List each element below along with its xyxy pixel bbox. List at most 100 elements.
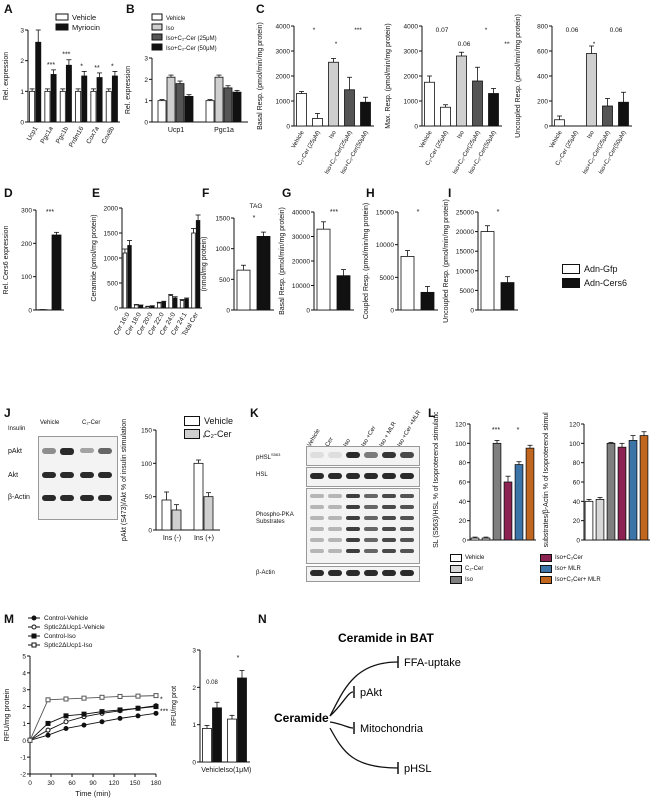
chart-g: 0 10000 20000 30000 40000 Basal Resp. (pmol/m… bbox=[279, 207, 354, 315]
chart-i: 0 5000 10000 15000 20000 25000 Uncoupled Resp.… bbox=[443, 199, 518, 323]
y-axis-label: Ceramide (pmol/mg protein) bbox=[91, 214, 98, 301]
data-point bbox=[45, 732, 51, 738]
blot-j-insulin: Insulin bbox=[8, 426, 26, 432]
x-tick-label: Iso bbox=[329, 129, 339, 140]
legend-vehicle-swatch bbox=[55, 13, 69, 21]
bar bbox=[122, 252, 128, 309]
chart-c-max: 0 1000 2000 3000 4000 Max. Resp. (pmol/min/mg… bbox=[385, 23, 510, 175]
data-point bbox=[63, 696, 69, 702]
x-axis-label: Time (min) bbox=[75, 789, 111, 798]
x-tick-label: 60 bbox=[68, 780, 76, 787]
bar bbox=[134, 304, 139, 309]
panel-label-g: G bbox=[282, 186, 292, 200]
data-point bbox=[99, 719, 105, 725]
blot-k: pHSLS563 HSL Phospho-PKA Substrates β-Act… bbox=[256, 410, 426, 592]
blot-k-band bbox=[328, 538, 342, 542]
y-tick-label: 0 bbox=[470, 308, 474, 315]
blot-k-band bbox=[310, 549, 324, 553]
blot-k-pka: Phospho-PKA Substrates bbox=[256, 512, 294, 525]
bar bbox=[50, 74, 57, 123]
legend-m-marker bbox=[31, 624, 37, 630]
x-tick-label: Ucp1 bbox=[26, 125, 40, 142]
series-line bbox=[29, 706, 157, 741]
chart-l-ppka: 0 20 40 60 80 100 120 pPKA substrates/β-Actin %… bbox=[543, 412, 650, 548]
blot-k-band bbox=[310, 505, 324, 509]
x-tick-label: Cox8b bbox=[101, 125, 117, 145]
bar bbox=[514, 464, 524, 541]
significance-star: * bbox=[160, 697, 163, 704]
blot-k-band bbox=[400, 527, 414, 531]
y-tick-label: 1500 bbox=[216, 216, 231, 223]
bar bbox=[193, 462, 204, 531]
y-tick-label: 1000 bbox=[216, 246, 231, 253]
bar bbox=[503, 481, 513, 541]
bar bbox=[232, 91, 242, 123]
data-point bbox=[153, 704, 159, 710]
n-arrow-phsl bbox=[329, 727, 399, 769]
bar bbox=[202, 728, 212, 763]
y-axis-label: RFU/mg prot bbox=[171, 686, 178, 726]
blot-k-band bbox=[310, 527, 324, 531]
legend-gfp-swatch bbox=[562, 264, 580, 274]
blot-k-band bbox=[346, 570, 360, 576]
n-target-pakt: pAkt bbox=[360, 687, 382, 699]
bar bbox=[157, 302, 162, 309]
y-tick-label: 10000 bbox=[292, 283, 310, 290]
y-tick-label: 20 bbox=[459, 518, 467, 525]
y-axis-label: Rel. expression bbox=[3, 52, 10, 100]
bar bbox=[480, 231, 495, 311]
blot-k-band bbox=[382, 505, 396, 509]
bar bbox=[203, 496, 214, 531]
y-tick-label: 0 bbox=[462, 538, 466, 545]
data-point bbox=[135, 713, 141, 719]
panel-label-f: F bbox=[202, 186, 210, 200]
blot-k-band bbox=[400, 549, 414, 553]
blot-j: Insulin Vehicle C₂-Cer pAkt Akt β-Actin bbox=[8, 420, 118, 540]
y-tick-label: 3000 bbox=[276, 49, 291, 56]
y-tick-label: 0 bbox=[544, 124, 548, 131]
bar bbox=[492, 442, 502, 541]
legend-j-vehicle-label: Vehicle bbox=[204, 416, 234, 426]
panel-label-d: D bbox=[4, 186, 13, 200]
panel-label-c: C bbox=[256, 2, 265, 16]
blot-k-band bbox=[346, 527, 360, 531]
n-target-mito: Mitochondria bbox=[360, 723, 424, 735]
y-tick-label: 100 bbox=[141, 461, 152, 468]
x-tick-label: Prdm16 bbox=[68, 125, 86, 149]
diagram-n: Ceramide in BAT Ceramide FFA-uptake pAkt… bbox=[274, 631, 461, 775]
significance-label: *** bbox=[354, 27, 362, 34]
blot-k-band bbox=[328, 570, 342, 576]
significance-star: * bbox=[497, 209, 500, 216]
legend-m-marker bbox=[31, 615, 37, 621]
blot-k-band bbox=[328, 505, 342, 509]
blot-k-band bbox=[328, 494, 342, 498]
y-axis-label: Coupled Resp. (pmol/min/mg protein) bbox=[363, 203, 370, 319]
x-tick-label: Vehicle bbox=[419, 129, 434, 149]
blot-k-band bbox=[400, 538, 414, 542]
y-tick-label: 120 bbox=[569, 422, 580, 429]
bar bbox=[166, 76, 176, 123]
blot-k-band bbox=[400, 452, 414, 458]
legend-b-label: Iso+C₂-Cer (25μM) bbox=[166, 36, 217, 42]
bar bbox=[191, 232, 196, 309]
significance-star: * bbox=[417, 209, 420, 216]
legend-b-label: Vehicle bbox=[166, 16, 186, 22]
data-point bbox=[117, 707, 123, 713]
bar bbox=[81, 75, 88, 123]
y-tick-label: 4000 bbox=[404, 24, 419, 31]
data-point bbox=[81, 695, 87, 701]
n-arrow-pakt bbox=[329, 691, 354, 717]
legend-gi: Adn-Gfp Adn-Cers6 bbox=[562, 264, 627, 288]
y-tick-label: 0 bbox=[414, 124, 418, 131]
significance-label: * bbox=[485, 27, 488, 34]
data-point bbox=[27, 737, 33, 743]
bar bbox=[470, 537, 480, 541]
legend-cers6-swatch bbox=[562, 278, 580, 288]
y-tick-label: 25000 bbox=[456, 210, 474, 217]
legend-m-label: Control-Vehicle bbox=[44, 615, 88, 622]
legend-l: Vehicle Iso+C₂Cer C₂-Cer Iso+ MLR Iso Is… bbox=[450, 554, 630, 584]
legend-l-vehicle-swatch bbox=[450, 554, 462, 562]
panel-label-h: H bbox=[366, 186, 375, 200]
bar bbox=[472, 80, 483, 127]
